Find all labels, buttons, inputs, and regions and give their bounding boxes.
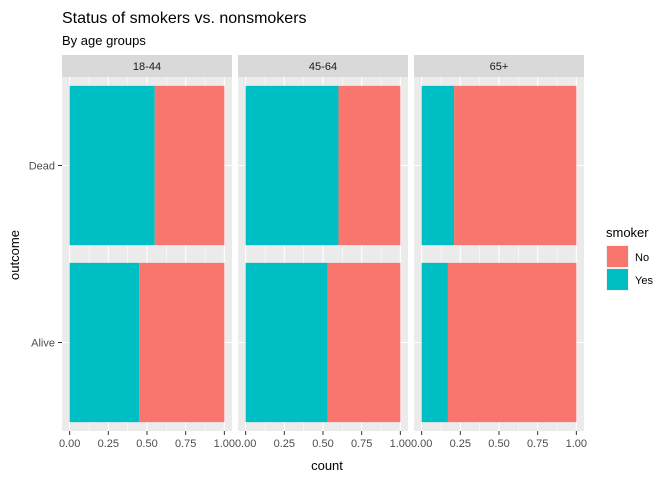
bar-dead-no (154, 85, 225, 246)
x-tick-label: 0.75 (351, 438, 372, 450)
x-tick-label: 0.75 (527, 438, 548, 450)
facet-strip (62, 55, 232, 77)
bar-dead-yes (69, 85, 155, 246)
bar-alive-no (447, 262, 577, 423)
bar-dead-no (338, 85, 401, 246)
x-tick-label: 1.00 (390, 438, 411, 450)
x-tick-label: 1.00 (566, 438, 587, 450)
x-axis-title: count (311, 458, 343, 473)
facet-panels: 18-44 0.00 0.25 0.50 0.75 1.00 45-64 0.00 0.25 0.… (59, 55, 587, 450)
y-tick-label-alive: Alive (31, 338, 55, 350)
y-axis: Dead Alive (29, 161, 62, 350)
bar-alive-yes (69, 262, 140, 423)
chart-title: Status of smokers vs. nonsmokers (62, 10, 307, 27)
x-tick-label: 0.25 (450, 438, 471, 450)
legend-title: smoker (606, 225, 649, 240)
facet-65+: 65+ 0.00 0.25 0.50 0.75 1.00 (411, 55, 587, 450)
legend-swatch-yes (607, 269, 628, 290)
facet-strip (238, 55, 408, 77)
x-tick-label: 0.50 (136, 438, 157, 450)
bar-dead-no (454, 85, 577, 246)
x-tick-label: 0.00 (411, 438, 432, 450)
bar-alive-yes (421, 262, 448, 423)
x-tick-label: 0.00 (59, 438, 80, 450)
chart-subtitle: By age groups (62, 33, 146, 48)
x-tick-label: 0.50 (312, 438, 333, 450)
facet-strip-label: 18-44 (133, 61, 161, 73)
x-tick-label: 1.00 (214, 438, 235, 450)
y-tick-label-dead: Dead (29, 161, 55, 173)
y-axis-title: outcome (7, 230, 22, 280)
bar-alive-no (139, 262, 225, 423)
legend-swatch-no (607, 246, 628, 267)
facet-45-64: 45-64 0.00 0.25 0.50 0.75 1.00 (235, 55, 411, 450)
x-tick-label: 0.25 (274, 438, 295, 450)
legend: smoker No Yes (606, 225, 653, 291)
bar-alive-yes (245, 262, 328, 423)
facet-strip-label: 45-64 (309, 61, 337, 73)
legend-label-yes: Yes (635, 275, 653, 287)
facet-strip-label: 65+ (490, 61, 509, 73)
bar-dead-yes (421, 85, 455, 246)
x-tick-label: 0.00 (235, 438, 256, 450)
x-tick-label: 0.50 (488, 438, 509, 450)
legend-label-no: No (635, 252, 649, 264)
bar-alive-no (327, 262, 401, 423)
facet-strip (414, 55, 584, 77)
x-tick-label: 0.75 (175, 438, 196, 450)
x-tick-label: 0.25 (98, 438, 119, 450)
facet-18-44: 18-44 0.00 0.25 0.50 0.75 1.00 (59, 55, 235, 450)
bar-dead-yes (245, 85, 339, 246)
